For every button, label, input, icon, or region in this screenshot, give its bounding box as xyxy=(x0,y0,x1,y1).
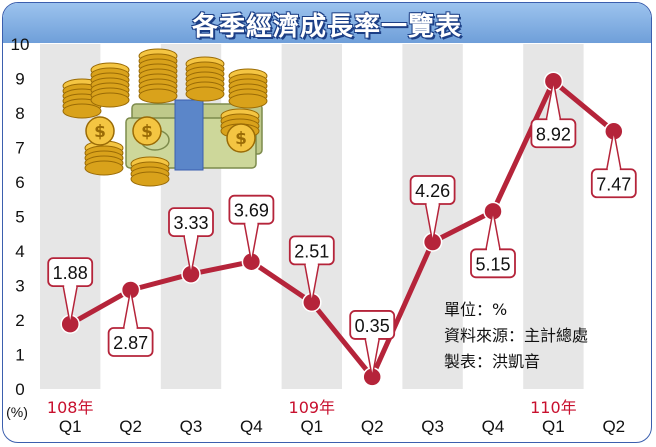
data-label: 3.33 xyxy=(173,213,208,233)
data-label: 2.51 xyxy=(294,241,329,261)
svg-text:$: $ xyxy=(94,122,106,142)
coin-stack-icon xyxy=(130,156,170,187)
x-year-label: 110年 xyxy=(530,398,577,417)
y-tick-label: 4 xyxy=(15,242,24,261)
dollar-coin-icon: $ xyxy=(226,123,256,153)
data-label: 2.87 xyxy=(113,333,148,353)
title-bar xyxy=(3,3,651,43)
data-callout: 3.33 xyxy=(168,207,214,275)
y-tick-label: 3 xyxy=(15,277,24,296)
coin-stack-icon xyxy=(62,78,102,119)
data-callout: 2.51 xyxy=(288,235,335,303)
coin-stack-icon xyxy=(90,62,130,108)
data-label: 7.47 xyxy=(596,174,631,194)
coin-stack-icon xyxy=(185,56,225,102)
x-tick-label: Q1 xyxy=(59,417,82,436)
svg-text:$: $ xyxy=(235,129,247,149)
x-tick-label: Q2 xyxy=(119,417,142,436)
data-callout: 7.47 xyxy=(590,131,637,199)
y-tick-label: 1 xyxy=(15,346,24,365)
svg-text:$: $ xyxy=(141,122,153,142)
y-tick-label: 8 xyxy=(15,104,24,123)
column-stripe xyxy=(281,44,342,389)
data-callout: 1.88 xyxy=(47,257,94,325)
data-callout: 4.26 xyxy=(409,175,456,243)
coin-stack-icon xyxy=(138,48,178,104)
data-label: 1.88 xyxy=(53,263,88,283)
data-callouts: 1.88 2.87 3.33 3.69 2.51 0.35 4.26 5.15 8.92 7.47 xyxy=(47,81,637,378)
y-tick-label: 9 xyxy=(15,70,24,89)
dollar-coin-icon: $ xyxy=(132,116,162,146)
data-callout: 2.87 xyxy=(107,289,154,357)
y-axis-unit-label: (%) xyxy=(6,404,28,420)
data-label: 4.26 xyxy=(415,181,450,201)
y-tick-label: 10 xyxy=(11,35,30,54)
y-axis: 0 1 2 3 4 5 6 7 8 9 10 (%) xyxy=(6,35,29,420)
coins-money-illustration: $ $ $ xyxy=(62,48,268,187)
y-tick-label: 6 xyxy=(15,173,24,192)
data-label: 5.15 xyxy=(475,254,510,274)
x-tick-label: Q4 xyxy=(482,417,505,436)
chart-title: 各季經濟成長率一覽表 xyxy=(191,12,462,42)
data-label: 3.69 xyxy=(234,201,269,221)
x-tick-label: Q2 xyxy=(361,417,384,436)
dollar-coin-icon: $ xyxy=(85,116,115,146)
series-line xyxy=(68,78,616,380)
x-year-label: 109年 xyxy=(289,398,336,417)
x-tick-label: Q3 xyxy=(421,417,444,436)
x-tick-label: Q1 xyxy=(300,417,323,436)
maker-note: 製表：洪凱音 xyxy=(444,352,541,371)
x-year-label: 108年 xyxy=(47,398,94,417)
x-tick-label: Q4 xyxy=(240,417,263,436)
data-label: 8.92 xyxy=(536,124,571,144)
source-note: 資料來源：主計總處 xyxy=(444,326,589,345)
data-callout: 0.35 xyxy=(349,310,396,378)
y-tick-label: 7 xyxy=(15,139,24,158)
coin-stack-icon xyxy=(84,140,124,176)
y-tick-label: 2 xyxy=(15,311,24,330)
x-tick-label: Q2 xyxy=(602,417,625,436)
data-callout: 5.15 xyxy=(470,211,516,279)
data-label: 0.35 xyxy=(355,316,390,336)
data-callout: 8.92 xyxy=(530,81,577,149)
x-tick-label: Q3 xyxy=(180,417,203,436)
x-tick-label: Q1 xyxy=(542,417,565,436)
data-callout: 3.69 xyxy=(228,194,275,262)
unit-note: 單位：% xyxy=(444,300,508,319)
y-tick-label: 5 xyxy=(15,208,24,227)
y-tick-label: 0 xyxy=(15,380,24,399)
coin-stack-icon xyxy=(228,68,268,109)
x-axis: Q1 Q2 Q3 Q4 Q1 Q2 Q3 Q4 Q1 Q2 108年 109年 110年 xyxy=(47,398,625,436)
